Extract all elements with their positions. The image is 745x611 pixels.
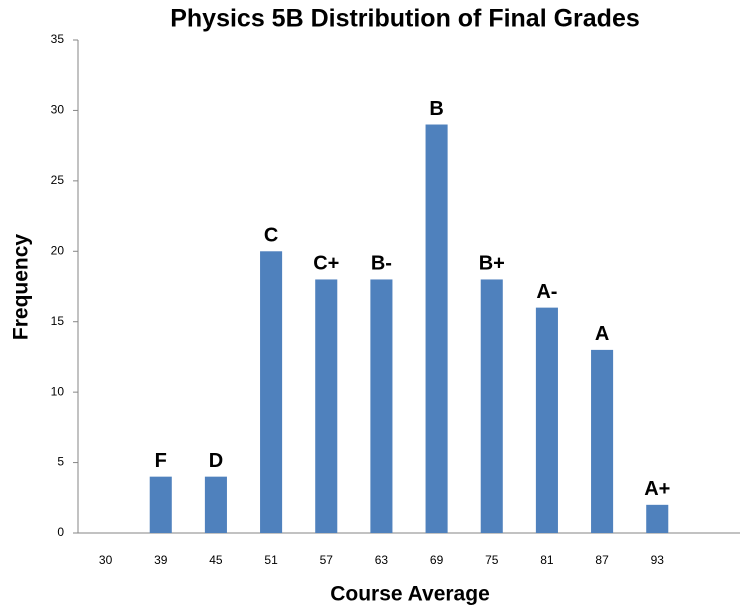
x-tick-label: 30 — [99, 553, 113, 567]
grade-label: D — [209, 450, 223, 472]
bar — [535, 307, 558, 533]
grade-label: A — [595, 323, 609, 345]
grade-label: A- — [536, 281, 557, 303]
x-tick-label: 63 — [375, 553, 389, 567]
x-tick-label: 45 — [209, 553, 223, 567]
bar — [480, 279, 503, 533]
grade-label: C — [264, 225, 278, 247]
x-tick-label: 87 — [595, 553, 609, 567]
y-axis-title: Frequency — [10, 234, 33, 341]
y-tick-label: 35 — [51, 32, 65, 46]
y-tick-label: 5 — [57, 455, 64, 469]
bar — [315, 279, 338, 533]
grade-label: A+ — [644, 478, 670, 500]
y-tick-label: 20 — [51, 243, 65, 257]
bar — [149, 476, 172, 533]
x-tick-label: 69 — [430, 553, 444, 567]
grade-label: F — [155, 450, 167, 472]
y-tick-label: 0 — [57, 525, 64, 539]
bar — [425, 124, 448, 533]
x-tick-label: 39 — [154, 553, 168, 567]
x-tick-label: 81 — [540, 553, 554, 567]
bar — [204, 476, 227, 533]
grade-label: B+ — [479, 253, 505, 275]
y-tick-label: 30 — [51, 103, 65, 117]
bar — [260, 251, 283, 534]
grade-label: B- — [371, 253, 392, 275]
y-tick-label: 25 — [51, 173, 65, 187]
x-tick-label: 57 — [320, 553, 334, 567]
y-tick-label: 10 — [51, 384, 65, 398]
bar — [646, 504, 669, 533]
bar — [591, 349, 614, 533]
y-tick-label: 15 — [51, 314, 65, 328]
x-tick-label: 93 — [651, 553, 665, 567]
grade-label: B — [429, 98, 443, 120]
x-axis-title: Course Average — [330, 583, 490, 606]
grade-label: C+ — [313, 253, 339, 275]
bar — [370, 279, 393, 533]
x-tick-label: 51 — [264, 553, 278, 567]
x-tick-label: 75 — [485, 553, 499, 567]
chart-title: Physics 5B Distribution of Final Grades — [170, 5, 640, 33]
